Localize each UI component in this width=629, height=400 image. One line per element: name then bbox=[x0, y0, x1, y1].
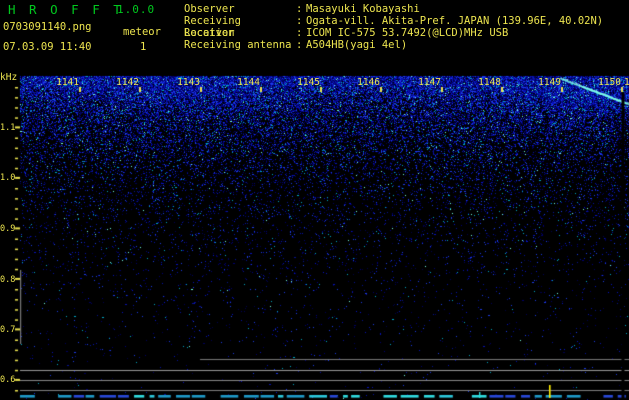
info-separator: : bbox=[296, 3, 303, 15]
time-tick-label: 1147 bbox=[418, 77, 441, 88]
time-tick-label: 1142 bbox=[116, 77, 139, 88]
time-tick-label: 1146 bbox=[357, 77, 380, 88]
time-tick-label: 1141 bbox=[56, 77, 79, 88]
meteor-count: 1 bbox=[140, 41, 147, 53]
freq-tick-label: 0.7 bbox=[0, 325, 16, 335]
info-separator: : bbox=[296, 27, 303, 39]
info-label: Receiving antenna bbox=[184, 39, 292, 51]
info-value: Masayuki Kobayashi bbox=[306, 3, 420, 15]
info-label: Observer bbox=[184, 3, 235, 15]
info-row-observer: Observer : Masayuki Kobayashi bbox=[184, 3, 603, 15]
freq-tick-label: 0.6 bbox=[0, 375, 16, 385]
app-version: 1.0.0 bbox=[117, 3, 156, 16]
time-tick-label: 1145 bbox=[297, 77, 320, 88]
info-row-antenna: Receiving antenna : A504HB(yagi 4el) bbox=[184, 39, 603, 51]
time-tick-label: 1143 bbox=[177, 77, 200, 88]
info-row-receiver: Receiver : ICOM IC-575 53.7492(@LCD)MHz … bbox=[184, 27, 603, 39]
freq-axis-unit: kHz bbox=[0, 72, 18, 83]
app-title: H R O F F T bbox=[8, 2, 124, 17]
time-tick-label: 1148 bbox=[478, 77, 501, 88]
info-label: Receiver bbox=[184, 27, 235, 39]
output-filename: 0703091140.png bbox=[3, 21, 92, 33]
info-separator: : bbox=[296, 39, 303, 51]
info-value: A504HB(yagi 4el) bbox=[306, 39, 408, 51]
info-value: Ogata-vill. Akita-Pref. JAPAN (139.96E, … bbox=[306, 15, 604, 27]
info-separator: : bbox=[296, 15, 303, 27]
freq-tick-label: 1.0 bbox=[0, 173, 16, 183]
time-tick-label: 1144 bbox=[237, 77, 260, 88]
observer-info-block: Observer : Masayuki Kobayashi Receiving … bbox=[184, 3, 603, 51]
freq-tick-label: 1.1 bbox=[0, 123, 16, 133]
freq-tick-label: 0.9 bbox=[0, 224, 16, 234]
freq-tick-label: 0.8 bbox=[0, 275, 16, 285]
mode-label: meteor bbox=[123, 26, 161, 38]
datetime-label: 07.03.09 11:40 bbox=[3, 41, 92, 53]
info-label: Receiving Location bbox=[184, 15, 241, 39]
info-row-location: Receiving Location : Ogata-vill. Akita-P… bbox=[184, 15, 604, 39]
info-value: ICOM IC-575 53.7492(@LCD)MHz USB bbox=[306, 27, 509, 39]
time-tick-label: 1150 bbox=[598, 77, 621, 88]
time-tick-label-partial: 1 bbox=[624, 78, 629, 88]
time-tick-label: 1149 bbox=[538, 77, 561, 88]
